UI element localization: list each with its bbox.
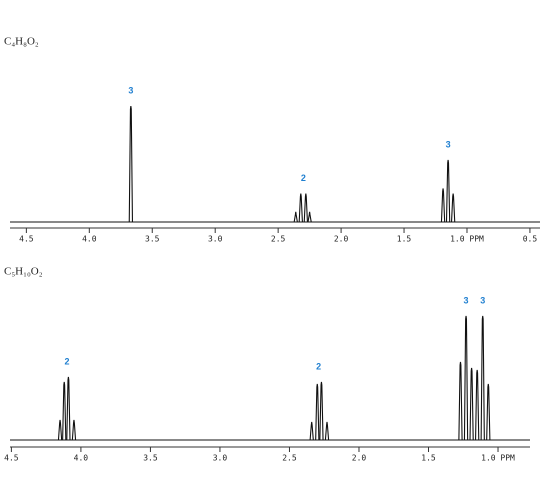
peak [463,315,469,441]
x-tick-label: 1.5 [397,235,412,244]
peak [71,419,77,441]
x-tick-label: 4.0 [74,454,89,463]
x-tick-label: 1.5 [421,454,436,463]
chart-title: C₄H₈O₂ [4,36,39,48]
x-tick-label: 3.0 [208,235,223,244]
chart-title: C₅H₁₀O₂ [4,266,43,278]
x-tick-label: 2.0 [352,454,367,463]
peak [475,369,480,441]
peak [298,193,303,223]
x-tick-label: 2.5 [271,235,286,244]
x-tick-label: 0.5 [523,235,538,244]
integration-label: 3 [128,85,133,95]
x-tick-label: 2.0 [334,235,349,244]
peak [458,361,463,441]
x-tick-label: 3.0 [213,454,228,463]
peak [62,381,67,441]
peak [445,159,451,223]
integration-label: 3 [480,295,485,305]
peak [324,421,330,441]
peak [66,376,71,441]
peak [309,421,314,441]
peak [319,381,324,441]
peak [307,211,312,223]
peak [315,383,320,441]
peak [480,315,485,441]
peak [440,188,446,223]
x-tick-label: 4.5 [4,454,19,463]
integration-label: 3 [446,139,451,149]
x-tick-label: 1.0 PPM [450,235,484,244]
x-tick-label: 2.5 [282,454,297,463]
integration-label: 3 [464,295,469,305]
peak [128,106,134,223]
x-tick-label: 3.5 [145,235,160,244]
integration-label: 2 [316,361,321,371]
peak [450,193,456,223]
peak [486,383,491,441]
integration-label: 2 [301,173,306,183]
peak [303,193,308,223]
peak [57,419,63,441]
peak [293,211,298,223]
x-tick-label: 4.5 [19,235,34,244]
x-tick-label: 1.0 PPM [481,454,515,463]
peak [469,367,474,441]
x-tick-label: 4.0 [82,235,97,244]
integration-label: 2 [64,356,69,366]
x-tick-label: 3.5 [143,454,158,463]
